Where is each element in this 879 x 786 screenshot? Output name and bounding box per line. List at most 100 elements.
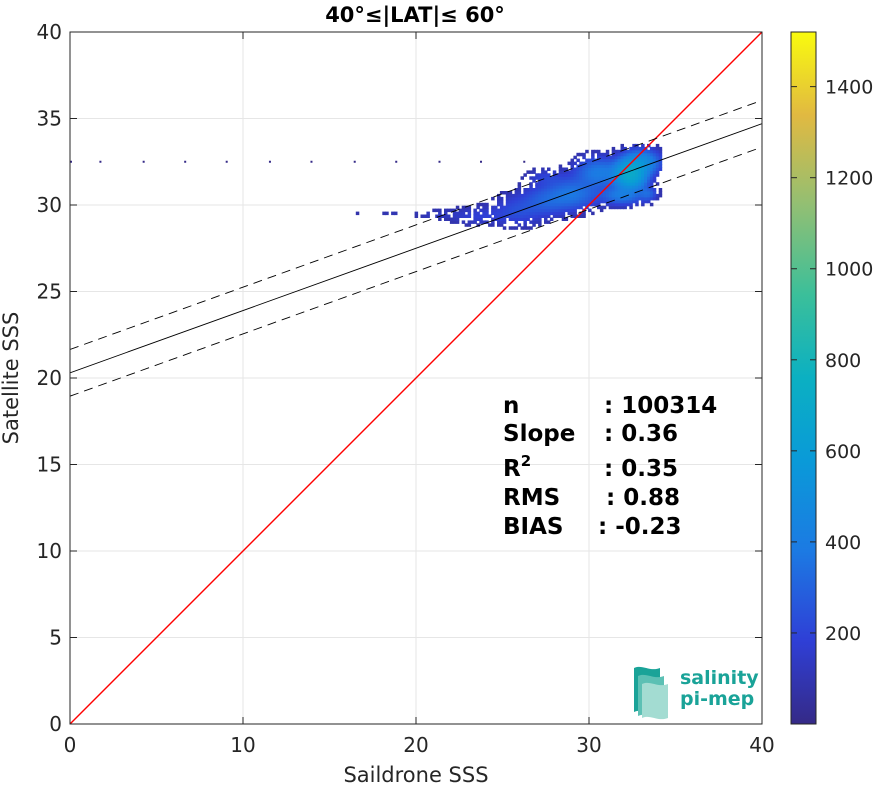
density-cell (582, 193, 586, 198)
density-cell (638, 196, 642, 201)
density-cell (638, 173, 642, 177)
density-cell (579, 214, 583, 218)
density-cell (614, 164, 619, 168)
density-cell (632, 161, 636, 166)
density-cell (547, 214, 551, 218)
density-cell (561, 196, 566, 201)
density-cell (635, 149, 639, 154)
density-cell (620, 143, 624, 148)
logo-line1: salinity (680, 667, 759, 689)
density-cell (541, 205, 545, 210)
density-cell (629, 167, 633, 171)
density-cell (535, 196, 539, 201)
density-cell (579, 176, 583, 180)
density-cell (499, 205, 504, 210)
density-cell (502, 208, 507, 213)
density-cell (655, 193, 660, 198)
density-cell (573, 185, 577, 189)
density-cell (505, 196, 510, 201)
density-cell (570, 188, 574, 192)
density-cell (573, 179, 577, 183)
density-cell (552, 185, 557, 189)
density-cell (476, 217, 480, 221)
density-cell (555, 173, 560, 177)
density-cell (552, 170, 557, 174)
density-cell (514, 220, 519, 224)
density-cell (594, 167, 598, 171)
density-cell (638, 176, 642, 180)
density-cell (567, 185, 571, 189)
density-cell (511, 214, 516, 218)
density-cell (605, 196, 610, 201)
density-cell (423, 214, 427, 218)
density-cell (579, 185, 583, 189)
density-cell (641, 182, 645, 186)
density-cell (644, 167, 648, 171)
density-cell (564, 176, 569, 180)
density-cell (635, 158, 639, 163)
density-cell (591, 188, 595, 192)
density-cell (599, 155, 604, 160)
density-cell (461, 211, 466, 216)
density-cell (547, 173, 551, 177)
density-cell (594, 149, 598, 154)
density-cell (623, 193, 627, 198)
density-cell (647, 182, 651, 186)
density-cell (511, 217, 516, 221)
density-cell (564, 208, 569, 213)
density-cell (549, 205, 554, 210)
density-cell (535, 191, 539, 195)
density-cell (597, 199, 601, 204)
density-cell (602, 155, 607, 160)
density-cell (541, 208, 545, 213)
density-cell (620, 164, 624, 168)
density-cell (511, 202, 516, 207)
density-cell (529, 226, 533, 230)
density-cell (561, 179, 566, 183)
density-cell (576, 185, 580, 189)
density-cell (505, 193, 510, 198)
density-cell (382, 211, 386, 216)
density-cell (641, 202, 645, 207)
density-cell (555, 185, 560, 189)
density-cell (541, 185, 545, 189)
density-cell (508, 199, 513, 204)
density-cell (505, 214, 510, 218)
density-cell (447, 208, 451, 213)
density-cell (588, 196, 592, 201)
density-cell (626, 161, 630, 166)
density-cell (523, 173, 527, 177)
density-cell (582, 176, 586, 180)
density-cell (497, 208, 501, 213)
density-cell (485, 220, 489, 224)
density-cell (573, 176, 577, 180)
density-cell (538, 202, 542, 207)
density-cell (532, 208, 536, 213)
density-cell (599, 193, 604, 198)
colorbar-tick-label: 600 (825, 441, 861, 463)
density-cell (520, 226, 524, 230)
colorbar-tick-label: 200 (825, 623, 861, 645)
density-cell (641, 167, 645, 171)
density-cell (611, 167, 616, 171)
density-cell (452, 220, 457, 224)
density-cell (605, 202, 610, 207)
density-cell (611, 146, 616, 151)
density-cell (549, 179, 554, 183)
density-cell (482, 208, 486, 213)
density-cell (514, 188, 519, 192)
density-cell (591, 164, 595, 168)
density-cell (647, 196, 651, 201)
density-cell (494, 208, 498, 213)
density-cell (532, 214, 536, 218)
density-cell (558, 205, 563, 210)
density-cell (464, 208, 469, 213)
stat-value: : -0.23 (598, 514, 682, 540)
density-cell (585, 149, 589, 154)
density-cell (541, 179, 545, 183)
density-cell (508, 208, 513, 213)
density-cell (558, 167, 563, 171)
density-cell (491, 196, 495, 201)
density-cell (655, 146, 660, 151)
density-cell (629, 173, 633, 177)
